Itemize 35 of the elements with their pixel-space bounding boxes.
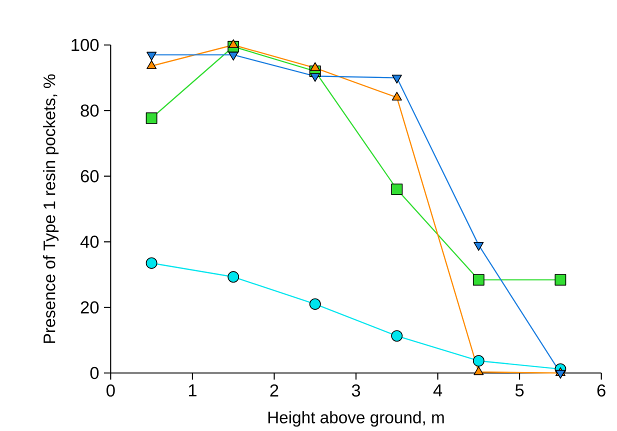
x-tick-label: 1: [188, 384, 196, 396]
y-tick-label: 0: [90, 366, 99, 380]
x-tick-label: 3: [352, 384, 360, 397]
y-tick-label: 100: [72, 38, 99, 52]
point: [228, 39, 238, 48]
x-tick-label: 4: [433, 384, 442, 396]
point: [392, 74, 402, 84]
point: [391, 330, 403, 342]
point: [472, 355, 484, 367]
x-axis-title: Height above ground, m: [268, 411, 444, 427]
x-tick-label: 0: [106, 384, 115, 397]
y-tick-label: 80: [80, 104, 99, 117]
point: [554, 274, 566, 286]
point: [146, 257, 158, 269]
point: [228, 271, 240, 283]
point: [474, 366, 484, 376]
point: [146, 60, 157, 70]
point: [392, 92, 402, 101]
point: [555, 370, 566, 379]
y-tick-label: 60: [80, 170, 99, 182]
point: [391, 184, 403, 196]
point: [309, 298, 321, 310]
y-axis-title: Presence of Type 1 resin pockets, %: [43, 74, 59, 343]
x-tick-label: 5: [515, 384, 524, 396]
point: [310, 73, 320, 82]
point: [310, 62, 320, 72]
point: [472, 274, 484, 286]
y-tick-label: 20: [80, 301, 99, 314]
x-tick-label: 6: [597, 384, 606, 397]
point: [146, 52, 157, 61]
point: [146, 112, 158, 124]
point: [474, 242, 484, 251]
y-tick-label: 40: [80, 236, 99, 248]
x-tick-label: 2: [270, 384, 278, 396]
point: [228, 52, 238, 61]
